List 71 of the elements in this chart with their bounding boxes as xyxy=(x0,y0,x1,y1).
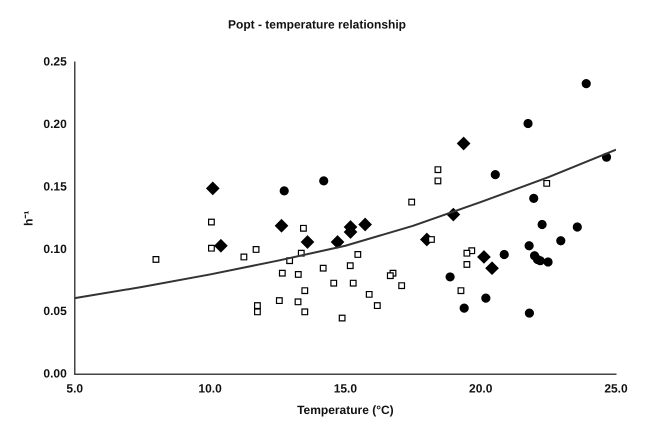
point xyxy=(477,250,491,264)
point xyxy=(434,166,442,174)
point xyxy=(398,282,406,290)
point xyxy=(386,272,394,280)
y-tick-label: 0.10 xyxy=(43,242,68,256)
point xyxy=(460,304,469,313)
y-axis-title: h⁻¹ xyxy=(22,210,36,226)
point xyxy=(346,262,354,270)
point xyxy=(428,236,435,243)
point xyxy=(240,254,248,260)
point xyxy=(543,180,550,187)
point xyxy=(457,136,470,150)
point xyxy=(538,220,547,230)
point xyxy=(330,235,344,249)
point xyxy=(350,280,357,287)
point xyxy=(294,298,302,306)
x-tick-label: 15.0 xyxy=(334,382,358,396)
point xyxy=(320,264,327,272)
point xyxy=(529,194,538,203)
point xyxy=(446,272,455,282)
point xyxy=(556,236,566,246)
y-tick-label: 0.00 xyxy=(43,366,68,381)
x-tick-label: 5.0 xyxy=(66,382,84,396)
point xyxy=(490,170,500,180)
point xyxy=(254,308,261,316)
point xyxy=(294,270,302,278)
point xyxy=(366,290,373,298)
y-tick-label: 0.20 xyxy=(43,117,68,132)
point xyxy=(543,257,553,267)
point xyxy=(254,302,261,310)
point xyxy=(206,182,220,195)
point xyxy=(463,261,470,268)
point xyxy=(358,218,372,232)
point xyxy=(338,314,346,322)
x-tick-label: 25.0 xyxy=(604,382,628,396)
point xyxy=(252,246,260,253)
point xyxy=(524,241,534,250)
point xyxy=(523,118,533,128)
y-tick-label: 0.25 xyxy=(43,54,68,69)
y-tick-label: 0.05 xyxy=(43,304,68,318)
point xyxy=(152,256,160,263)
point xyxy=(500,250,509,260)
x-tick-label: 20.0 xyxy=(469,382,493,396)
chart-title: Popt - temperature relationship xyxy=(228,18,406,32)
point xyxy=(300,224,307,232)
point xyxy=(458,287,464,294)
point xyxy=(463,250,470,257)
point xyxy=(208,218,215,226)
point xyxy=(319,176,328,186)
point xyxy=(276,297,283,304)
point xyxy=(374,302,381,310)
point xyxy=(300,235,314,249)
point xyxy=(214,239,228,252)
point xyxy=(582,79,591,88)
point xyxy=(524,308,534,318)
point xyxy=(572,222,582,232)
point xyxy=(434,177,442,184)
point xyxy=(408,198,416,206)
y-tick-label: 0.15 xyxy=(43,179,68,194)
point xyxy=(274,219,288,232)
point xyxy=(301,287,308,294)
point xyxy=(485,262,499,275)
point xyxy=(481,294,490,303)
point xyxy=(280,186,289,196)
point xyxy=(301,308,308,316)
point xyxy=(278,270,286,277)
point xyxy=(354,251,362,258)
x-axis-title: Temperature (°C) xyxy=(297,403,394,418)
x-tick-label: 10.0 xyxy=(198,382,222,396)
point xyxy=(208,244,215,252)
point xyxy=(330,280,338,287)
